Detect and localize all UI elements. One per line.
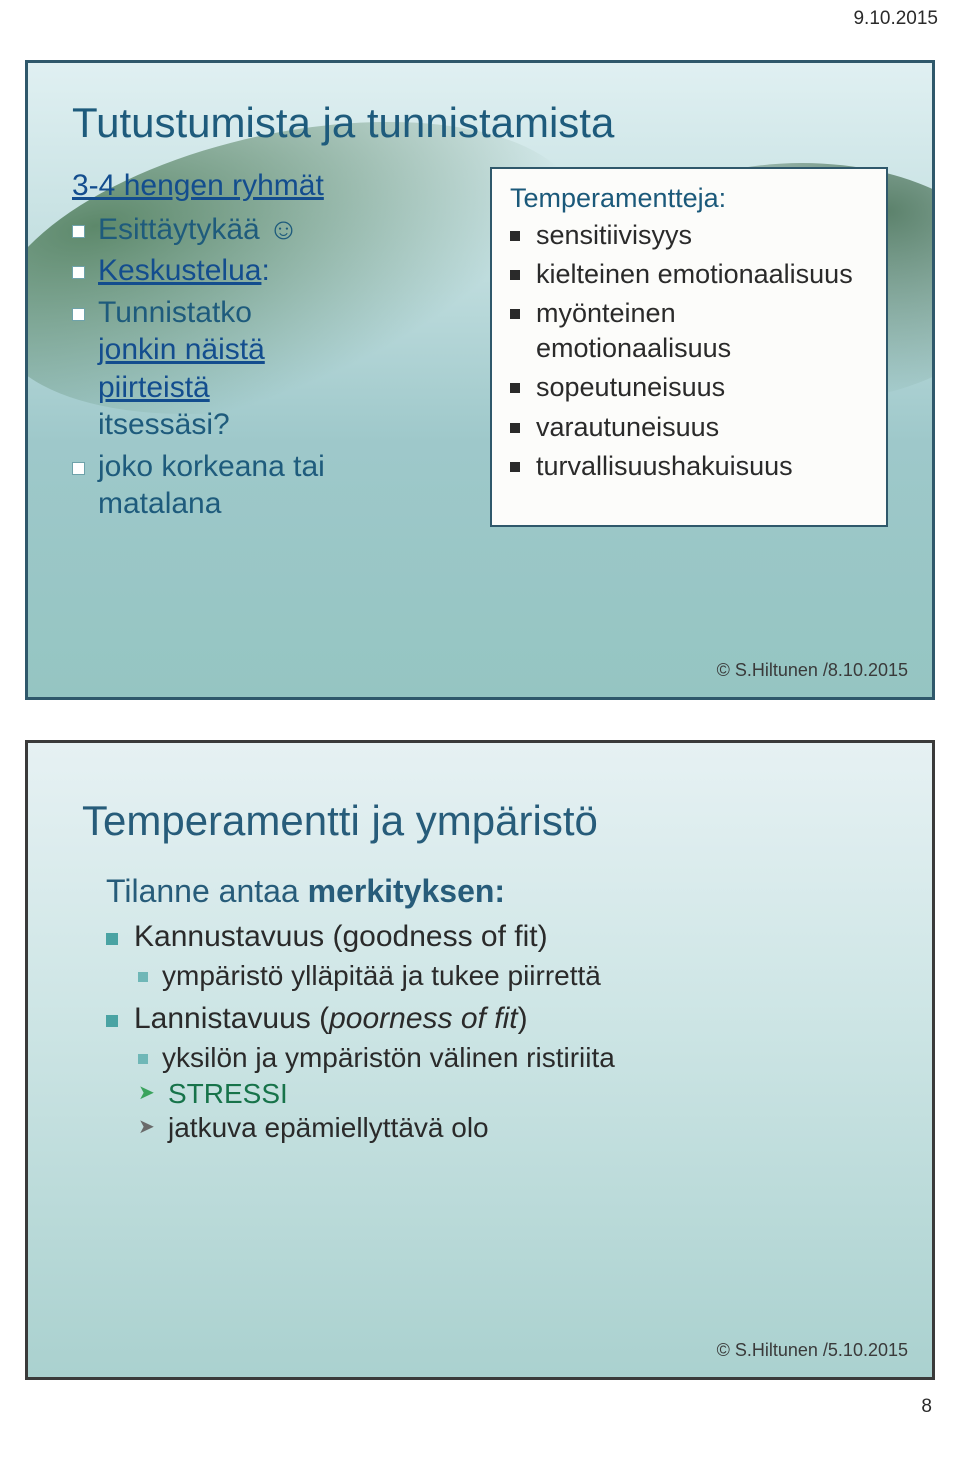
slide1-left-item: Tunnistatko jonkin näistäpiirteistäitses… [72, 294, 472, 444]
page-number: 8 [0, 1390, 960, 1432]
slide2-list-2: Lannistavuus (poorness of fit) [106, 1002, 878, 1036]
slide-2: Temperamentti ja ympäristö Tilanne antaa… [25, 740, 935, 1380]
header-date: 9.10.2015 [0, 0, 960, 30]
slide1-left-item: Keskustelua: [72, 252, 472, 290]
slide1-right-list: sensitiivisyys kielteinen emotionaalisuus… [510, 218, 872, 484]
slide2-copyright: © S.Hiltunen /5.10.2015 [717, 1340, 908, 1361]
slide2-subtitle-pre: Tilanne antaa [106, 873, 308, 909]
slide1-right-box: Temperamentteja: sensitiivisyys kielteine… [490, 167, 888, 527]
slide2-line1-pre: Kannustavuus [134, 920, 332, 953]
slide2-chev-stressi: STRESSI [138, 1078, 878, 1110]
slide1-copyright: © S.Hiltunen /8.10.2015 [717, 660, 908, 681]
slide-1: Tutustumista ja tunnistamista 3-4 hengen… [25, 60, 935, 700]
slide2-list: Kannustavuus (goodness of fit) [106, 920, 878, 954]
slide1-left-list: Esittäytykää ☺Keskustelua: Tunnistatko jo… [72, 211, 472, 523]
slide2-subtitle: Tilanne antaa merkityksen: [106, 873, 878, 910]
slide2-subtitle-bold: merkityksen: [308, 873, 505, 909]
slide2-line2-pre: Lannistavuus ( [134, 1002, 329, 1035]
slide2-line1-paren: (goodness of fit) [332, 920, 547, 953]
slide1-title: Tutustumista ja tunnistamista [72, 99, 888, 147]
slide1-left-column: 3-4 hengen ryhmät Esittäytykää ☺Keskuste… [72, 167, 472, 527]
slide1-left-item: Esittäytykää ☺ [72, 211, 472, 249]
slide1-right-item: turvallisuushakuisuus [510, 449, 872, 484]
slide1-right-item: varautuneisuus [510, 410, 872, 445]
slide2-sublist-1: ympäristö ylläpitää ja tukee piirrettä [138, 960, 878, 992]
slide2-line1-sub: ympäristö ylläpitää ja tukee piirrettä [138, 960, 878, 992]
slide2-line2-sub: yksilön ja ympäristön välinen ristiriita [138, 1042, 878, 1074]
slide1-right-head: Temperamentteja: [510, 181, 872, 216]
slide1-right-item: kielteinen emotionaalisuus [510, 257, 872, 292]
slide2-chev-list: STRESSI jatkuva epämiellyttävä olo [138, 1078, 878, 1144]
slide2-line2-post: ) [518, 1002, 528, 1035]
slide2-item-kannustavuus: Kannustavuus (goodness of fit) [106, 920, 878, 954]
slide2-line2-it: poorness of fit [329, 1002, 517, 1035]
slide2-chev-olo: jatkuva epämiellyttävä olo [138, 1112, 878, 1144]
slide1-right-item: sopeutuneisuus [510, 370, 872, 405]
slide2-sublist-2: yksilön ja ympäristön välinen ristiriita [138, 1042, 878, 1074]
slide1-left-subtitle: 3-4 hengen ryhmät [72, 167, 472, 205]
slide1-right-item: sensitiivisyys [510, 218, 872, 253]
slide2-item-lannistavuus: Lannistavuus (poorness of fit) [106, 1002, 878, 1036]
slide1-left-item: joko korkeana tai matalana [72, 448, 472, 523]
slide1-right-item: myönteinen emotionaalisuus [510, 296, 872, 366]
slide2-title: Temperamentti ja ympäristö [82, 797, 878, 845]
